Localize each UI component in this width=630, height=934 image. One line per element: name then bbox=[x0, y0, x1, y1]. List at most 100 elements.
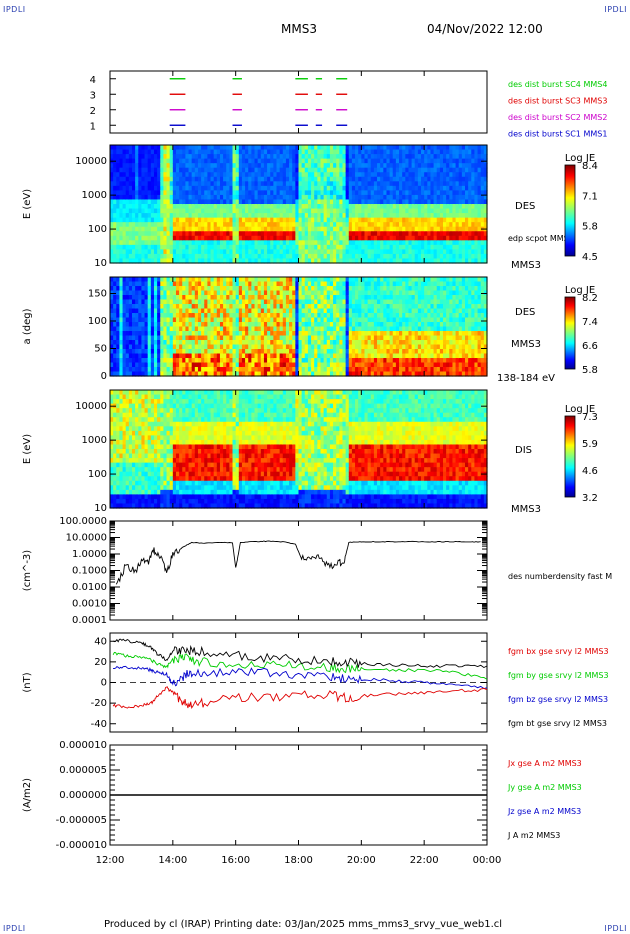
heatmap-cell bbox=[241, 199, 246, 205]
heatmap-cell bbox=[383, 145, 388, 151]
heatmap-cell bbox=[292, 235, 296, 241]
heatmap-cell bbox=[254, 213, 259, 219]
heatmap-cell bbox=[336, 194, 340, 201]
heatmap-cell bbox=[147, 371, 152, 377]
heatmap-cell bbox=[301, 349, 306, 355]
heatmap-cell bbox=[298, 176, 303, 182]
heatmap-cell bbox=[348, 190, 353, 196]
heatmap-cell bbox=[348, 163, 353, 169]
heatmap-cell bbox=[166, 322, 171, 328]
heatmap-cell bbox=[458, 244, 463, 250]
heatmap-cell bbox=[311, 258, 315, 264]
heatmap-cell bbox=[182, 353, 186, 359]
heatmap-cell bbox=[314, 371, 318, 377]
heatmap-cell bbox=[160, 258, 165, 264]
heatmap-cell bbox=[207, 308, 212, 314]
heatmap-cell bbox=[342, 244, 347, 250]
heatmap-cell bbox=[329, 181, 334, 187]
heatmap-cell bbox=[144, 154, 149, 160]
heatmap-cell bbox=[182, 286, 186, 292]
heatmap-cell bbox=[232, 222, 237, 228]
heatmap-cell bbox=[128, 249, 133, 255]
heatmap-cell bbox=[295, 231, 300, 237]
heatmap-cell bbox=[160, 181, 165, 187]
heatmap-cell bbox=[273, 286, 278, 292]
heatmap-cell bbox=[219, 226, 224, 232]
heatmap-cell bbox=[361, 258, 366, 264]
heatmap-cell bbox=[339, 317, 344, 323]
heatmap-cell bbox=[443, 149, 447, 155]
heatmap-cell bbox=[150, 217, 155, 223]
heatmap-cell bbox=[361, 194, 366, 201]
heatmap-cell bbox=[311, 154, 315, 160]
heatmap-cell bbox=[110, 286, 114, 292]
heatmap-cell bbox=[204, 181, 208, 187]
heatmap-cell bbox=[405, 185, 410, 191]
heatmap-cell bbox=[471, 235, 476, 241]
heatmap-cell bbox=[122, 226, 127, 232]
heatmap-cell bbox=[163, 149, 168, 155]
heatmap-cell bbox=[364, 299, 369, 305]
heatmap-cell bbox=[298, 371, 303, 377]
heatmap-cell bbox=[248, 371, 252, 377]
heatmap-cell bbox=[219, 331, 224, 337]
heatmap-cell bbox=[471, 194, 476, 201]
heatmap-cell bbox=[210, 277, 215, 283]
heatmap-cell bbox=[194, 367, 199, 373]
heatmap-cell bbox=[351, 335, 356, 341]
heatmap-cell bbox=[260, 244, 265, 250]
heatmap-cell bbox=[339, 326, 344, 332]
heatmap-cell bbox=[345, 163, 350, 169]
heatmap-cell bbox=[443, 258, 447, 264]
heatmap-cell bbox=[389, 249, 394, 255]
des-energy-colorbar-tick: 5.8 bbox=[582, 222, 598, 233]
burst-y-tick-label: 2 bbox=[90, 106, 96, 117]
heatmap-cell bbox=[314, 235, 318, 241]
heatmap-cell bbox=[135, 326, 139, 332]
heatmap-cell bbox=[383, 253, 388, 260]
heatmap-cell bbox=[241, 194, 246, 201]
heatmap-cell bbox=[131, 349, 136, 355]
heatmap-cell bbox=[150, 286, 155, 292]
heatmap-cell bbox=[452, 240, 457, 246]
heatmap-cell bbox=[226, 217, 230, 223]
heatmap-cell bbox=[157, 190, 161, 196]
heatmap-cell bbox=[229, 295, 234, 301]
heatmap-cell bbox=[389, 199, 394, 205]
heatmap-cell bbox=[194, 190, 199, 196]
heatmap-cell bbox=[468, 213, 472, 219]
heatmap-cell bbox=[163, 308, 168, 314]
heatmap-cell bbox=[122, 185, 127, 191]
heatmap-cell bbox=[307, 181, 312, 187]
heatmap-cell bbox=[182, 335, 186, 341]
heatmap-cell bbox=[185, 349, 190, 355]
heatmap-cell bbox=[216, 358, 221, 364]
heatmap-cell bbox=[166, 163, 171, 169]
heatmap-cell bbox=[304, 295, 309, 301]
heatmap-cell bbox=[361, 226, 366, 232]
heatmap-cell bbox=[110, 235, 114, 241]
heatmap-cell bbox=[254, 367, 259, 373]
heatmap-cell bbox=[364, 295, 369, 301]
heatmap-cell bbox=[223, 322, 227, 328]
heatmap-cell bbox=[172, 308, 177, 314]
heatmap-cell bbox=[182, 308, 186, 314]
heatmap-cell bbox=[465, 208, 469, 214]
heatmap-cell bbox=[355, 367, 359, 373]
heatmap-cell bbox=[433, 226, 438, 232]
heatmap-cell bbox=[477, 185, 482, 191]
heatmap-cell bbox=[113, 185, 117, 191]
heatmap-cell bbox=[380, 181, 384, 187]
heatmap-cell bbox=[191, 286, 196, 292]
heatmap-cell bbox=[119, 331, 124, 337]
heatmap-cell bbox=[157, 176, 161, 182]
heatmap-cell bbox=[141, 217, 146, 223]
heatmap-cell bbox=[439, 222, 444, 228]
heatmap-cell bbox=[351, 149, 356, 155]
heatmap-cell bbox=[289, 353, 293, 359]
heatmap-cell bbox=[285, 181, 290, 187]
heatmap-cell bbox=[298, 231, 303, 237]
heatmap-cell bbox=[113, 362, 117, 368]
heatmap-cell bbox=[348, 281, 353, 287]
heatmap-cell bbox=[207, 344, 212, 350]
